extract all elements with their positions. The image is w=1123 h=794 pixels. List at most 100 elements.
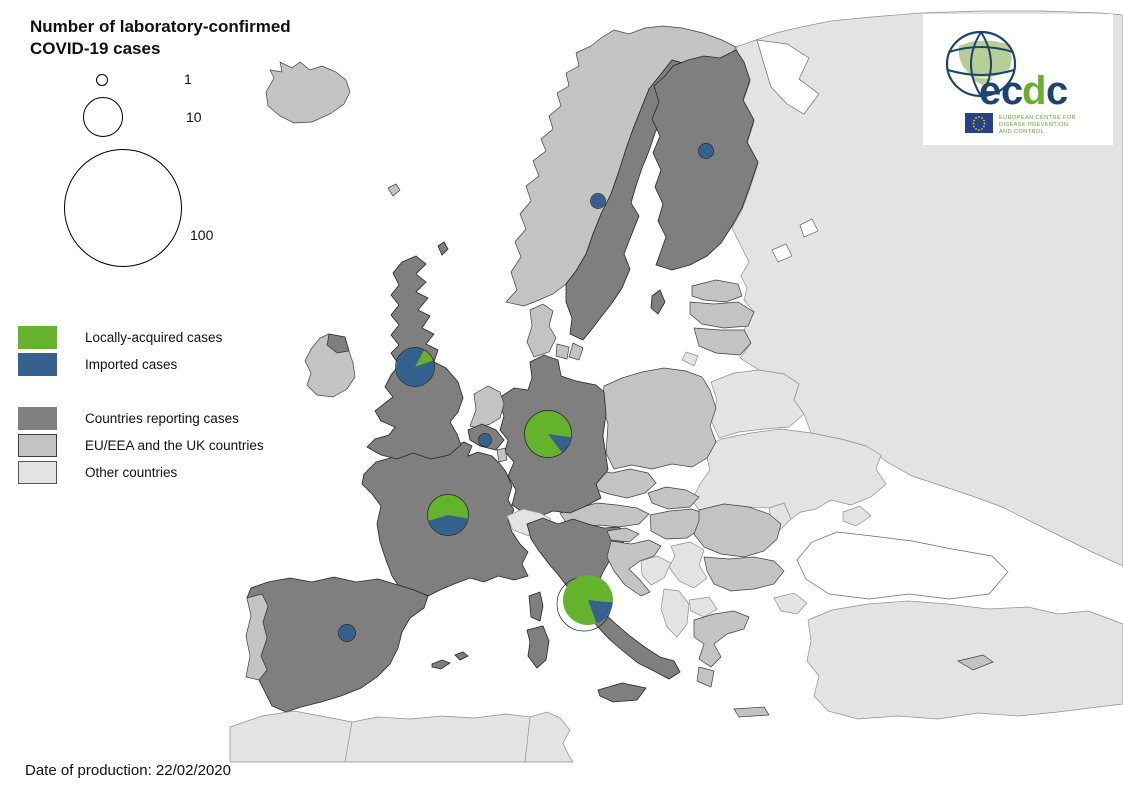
pie-segment-green (562, 575, 613, 626)
size-legend-circle-1 (96, 74, 108, 86)
denmark-islands (555, 343, 570, 360)
imported-cases-swatch (18, 353, 57, 376)
pie-finland (698, 143, 714, 159)
pie-segment-blue (699, 144, 713, 158)
country-luxembourg (496, 447, 508, 463)
ecdc-wordmark: e c d c (979, 69, 1068, 113)
imported-cases-label: Imported cases (85, 357, 178, 372)
country-romania (693, 503, 782, 558)
case-type-legend: Locally-acquired cases Imported cases (18, 326, 222, 380)
pie-segment-green (428, 494, 469, 521)
region-north-africa (229, 710, 574, 763)
legend-row-imported: Imported cases (18, 353, 222, 376)
size-legend-label-10: 10 (186, 109, 202, 125)
country-serbia (668, 541, 708, 589)
map-title-line2: COVID-19 cases (30, 39, 161, 58)
pie-united-kingdom (395, 347, 435, 387)
country-turkey-europe (773, 592, 808, 615)
size-legend-label-1: 1 (184, 71, 192, 87)
country-croatia (606, 539, 662, 597)
map-title-line1: Number of laboratory-confirmed (30, 17, 291, 36)
date-of-production: Date of production: 22/02/2020 (25, 762, 231, 779)
island-crete (733, 706, 770, 718)
eu-flag-icon (965, 113, 993, 133)
pie-segment-blue (479, 434, 491, 446)
eueea-label: EU/EEA and the UK countries (85, 438, 264, 453)
island-menorca (454, 651, 469, 661)
globe-icon (945, 30, 1017, 98)
country-fill-legend: Countries reporting cases EU/EEA and the… (18, 407, 264, 488)
pie-segment-blue (591, 194, 605, 208)
country-netherlands (469, 385, 505, 429)
agency-name-line2: DISEASE PREVENTION (999, 122, 1068, 128)
country-bulgaria (703, 556, 785, 592)
region-kaliningrad (681, 351, 699, 367)
eueea-swatch (18, 434, 57, 457)
island-gotland (650, 289, 666, 315)
africa-border-1 (344, 721, 353, 763)
wordmark-c2: c (1046, 69, 1068, 113)
pie-spain (338, 624, 356, 642)
ecdc-logo: e c d c EUROPEAN CENTRE FOR DISEASE PREV… (923, 14, 1113, 145)
local-cases-label: Locally-acquired cases (85, 330, 223, 345)
country-ireland (304, 333, 356, 398)
region-crimea (842, 505, 872, 527)
pie-segment-blue (339, 625, 355, 641)
pie-segment-blue (588, 600, 613, 624)
ecdc-agency-name: EUROPEAN CENTRE FOR DISEASE PREVENTION A… (999, 115, 1076, 135)
size-legend-label-100: 100 (190, 227, 214, 243)
island-sicily (597, 682, 647, 703)
country-greece (693, 610, 750, 668)
balearic-islands (431, 659, 451, 670)
other-swatch (18, 461, 57, 484)
pie-segment-green (525, 410, 572, 457)
shetland-islands (437, 241, 449, 256)
island-zealand (568, 342, 584, 361)
country-finland (651, 49, 759, 271)
country-portugal (245, 593, 269, 681)
island-cyprus (957, 654, 994, 671)
local-cases-swatch (18, 326, 57, 349)
pie-italy (556, 575, 613, 632)
size-legend-circle-10 (83, 97, 123, 137)
africa-border-2 (524, 716, 531, 763)
country-poland (601, 367, 717, 470)
agency-name-line3: AND CONTROL (999, 129, 1044, 135)
island-corsica (528, 591, 544, 622)
country-spain (246, 576, 429, 713)
country-montenegro-albania (660, 588, 690, 638)
country-lithuania (693, 327, 752, 356)
pie-segment-blue (396, 348, 435, 387)
pie-segment-blue (428, 515, 468, 535)
reporting-swatch (18, 407, 57, 430)
island-sardinia (526, 625, 550, 669)
reporting-label: Countries reporting cases (85, 411, 239, 426)
pie-germany (524, 410, 572, 458)
white-sea (756, 39, 820, 115)
pie-segment-green (415, 350, 433, 367)
faroe-islands (387, 183, 401, 197)
country-estonia (691, 279, 743, 303)
country-latvia (689, 301, 755, 329)
legend-row-other: Other countries (18, 461, 264, 484)
legend-row-local: Locally-acquired cases (18, 326, 222, 349)
country-denmark (526, 303, 557, 358)
pie-belgium (478, 433, 492, 447)
pie-segment-blue (548, 434, 571, 453)
wordmark-c1: c (1001, 69, 1023, 113)
ecdc-logo-graphic: e c d c EUROPEAN CENTRE FOR DISEASE PREV… (945, 30, 1076, 135)
lake-onega (799, 218, 819, 238)
other-label: Other countries (85, 465, 178, 480)
country-north-macedonia (688, 596, 718, 618)
country-slovenia (606, 527, 640, 543)
country-belarus (710, 369, 805, 439)
country-iceland (265, 61, 351, 124)
agency-name-line1: EUROPEAN CENTRE FOR (999, 115, 1076, 121)
pie-france (427, 494, 469, 536)
map-title: Number of laboratory-confirmed COVID-19 … (30, 16, 291, 60)
size-legend-circle-100 (64, 149, 182, 267)
lake-ladoga (771, 243, 793, 263)
country-slovakia (647, 486, 700, 510)
